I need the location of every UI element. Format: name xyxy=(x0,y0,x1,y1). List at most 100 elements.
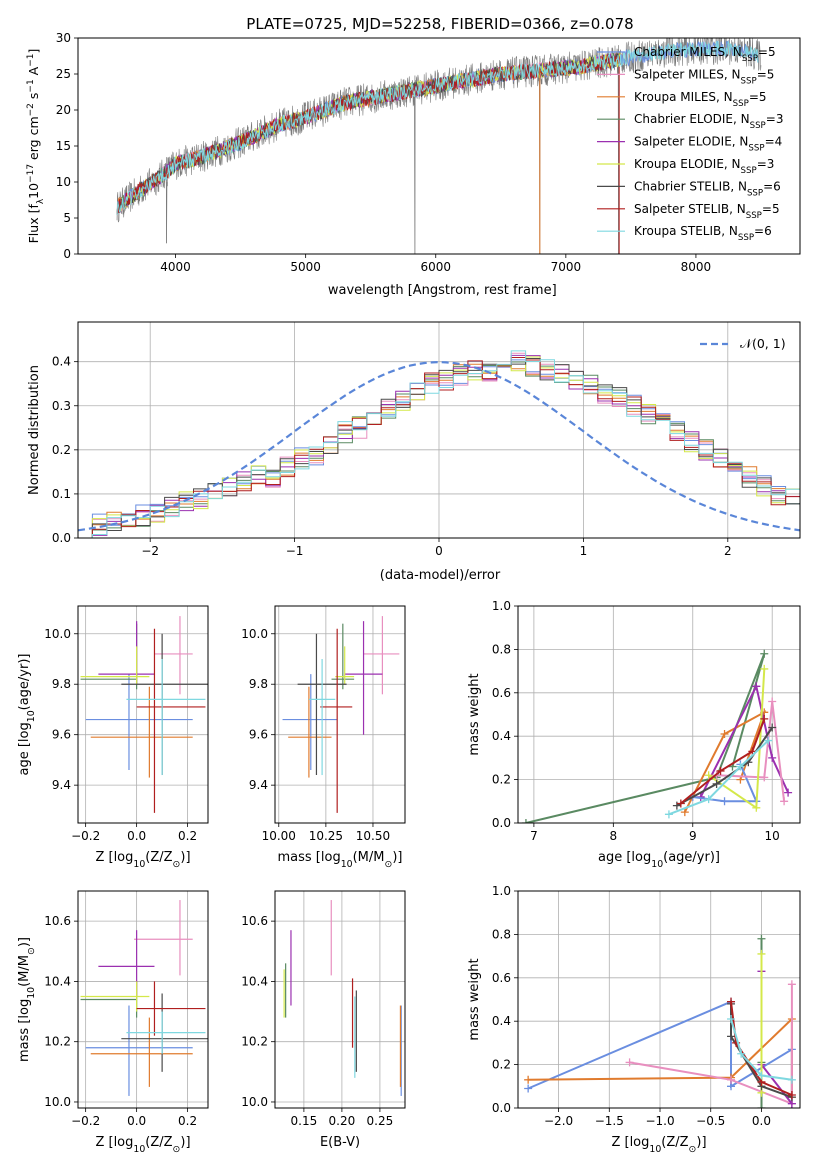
point-chabrier_miles xyxy=(282,674,338,771)
y-tick-label: 10.4 xyxy=(44,974,71,988)
legend-entry: Kroupa ELODIE, NSSP=3 xyxy=(634,157,774,176)
spectrum-axes-plot-area xyxy=(116,38,762,254)
age-z-axes xyxy=(78,606,208,823)
weight-marker xyxy=(752,682,761,691)
spectrum-legend: Chabrier MILES, NSSP=5 Salpeter MILES, NS… xyxy=(597,45,783,243)
legend-entry: Kroupa MILES, NSSP=5 xyxy=(634,90,767,109)
y-tick-label: 0.4 xyxy=(492,1014,511,1028)
point-kroupa_stelib xyxy=(308,658,336,776)
y-tick-label: 0.0 xyxy=(492,816,511,830)
y-tick-label: 0.2 xyxy=(52,443,71,457)
x-tick-label: −1.5 xyxy=(595,1114,624,1128)
weight-marker xyxy=(760,649,769,658)
x-tick-label: 10.50 xyxy=(356,829,390,843)
x-tick-label: 10 xyxy=(765,829,780,843)
point-salpeter_miles xyxy=(154,616,193,695)
point-kroupa_elodie xyxy=(335,646,355,685)
weight-z-axes xyxy=(518,890,800,1109)
weight-marker xyxy=(757,1104,766,1108)
weight-line xyxy=(525,653,766,823)
x-tick-label: 7000 xyxy=(551,260,582,274)
legend-entry: Salpeter STELIB, NSSP=5 xyxy=(634,202,780,221)
mass-ebv-axes-frame xyxy=(274,890,406,1109)
age-mass-axes-frame xyxy=(274,605,406,824)
weight-marker xyxy=(680,808,689,817)
point-kroupa_stelib xyxy=(126,1011,206,1054)
weight-marker xyxy=(768,753,777,762)
spectrum-axes-frame xyxy=(77,37,801,255)
weight-series-kroupa_stelib xyxy=(727,1015,796,1084)
y-tick-label: 10.4 xyxy=(241,974,268,988)
x-axis-label: age [log10(age/yr)] xyxy=(598,850,720,870)
y-tick-label: 0 xyxy=(63,247,71,261)
weight-marker xyxy=(521,819,530,823)
weight-marker xyxy=(736,762,745,771)
x-tick-label: 10.25 xyxy=(309,829,343,843)
x-axis-label: mass [log10(M/M⊙)] xyxy=(278,850,403,870)
weight-marker xyxy=(727,1015,736,1024)
y-tick-label: 1.0 xyxy=(492,599,511,613)
age-mass-axes-plot-area xyxy=(282,616,400,813)
point-salpeter_elodie xyxy=(98,930,155,997)
point-kroupa_elodie xyxy=(80,981,150,1012)
weight-marker xyxy=(737,1049,746,1058)
weight-age-axes-ticks: 7 8 9 10 0.0 0.2 0.4 0.6 0.8 1.0 xyxy=(492,599,780,843)
point-kroupa_elodie xyxy=(80,646,150,685)
x-tick-label: 0 xyxy=(435,544,443,558)
y-tick-label: 0.0 xyxy=(492,1101,511,1115)
y-axis-label: Flux [fλ10−17 erg cm−2 s−1 A−1] xyxy=(26,49,46,244)
point-chabrier_elodie xyxy=(80,981,138,1018)
weight-marker xyxy=(780,797,789,806)
spectrum-axes-ticks: 4000 5000 6000 7000 8000 0 5 10 15 20 25 30 xyxy=(56,31,711,274)
x-axis-label: E(B-V) xyxy=(320,1135,360,1150)
y-tick-label: 10.2 xyxy=(44,1035,71,1049)
y-tick-label: 0.2 xyxy=(492,773,511,787)
y-tick-label: 9.4 xyxy=(52,778,71,792)
x-tick-label: 0.25 xyxy=(367,1114,394,1128)
x-tick-label: 4000 xyxy=(160,260,191,274)
y-tick-label: 5 xyxy=(63,211,71,225)
weight-marker xyxy=(760,664,769,673)
residual-axes xyxy=(78,322,800,539)
x-tick-label: −0.2 xyxy=(71,829,100,843)
point-salpeter_stelib xyxy=(136,981,206,1036)
x-axis-label: Z [log10(Z/Z⊙)] xyxy=(95,1135,190,1155)
x-tick-label: 8000 xyxy=(681,260,712,274)
legend-entry: Chabrier ELODIE, NSSP=3 xyxy=(634,112,783,131)
y-tick-label: 0.0 xyxy=(52,531,71,545)
point-salpeter_miles xyxy=(363,616,400,695)
x-tick-label: 0.2 xyxy=(178,1114,197,1128)
x-tick-label: 0.15 xyxy=(291,1114,318,1128)
x-tick-label: −0.2 xyxy=(71,1114,100,1128)
point-salpeter_miles xyxy=(134,900,193,976)
weight-series-kroupa_elodie xyxy=(704,664,769,812)
x-axis-label: wavelength [Angstrom, rest frame] xyxy=(328,283,557,298)
y-tick-label: 0.4 xyxy=(52,355,71,369)
point-salpeter_elodie xyxy=(98,621,155,685)
weight-marker xyxy=(760,773,769,782)
point-kroupa_miles xyxy=(90,686,193,778)
mass-z-axes-ticks: −0.2 0.0 0.2 10.0 10.2 10.4 10.6 xyxy=(44,914,197,1128)
age-z-axes-frame xyxy=(77,605,209,824)
mass-z-axes-plot-area xyxy=(80,900,208,1096)
x-tick-label: 0.0 xyxy=(127,1114,146,1128)
mass-z-axes-frame xyxy=(77,890,209,1109)
x-tick-label: −2.0 xyxy=(544,1114,573,1128)
x-tick-label: 9 xyxy=(689,829,697,843)
y-axis-label: age [log10(age/yr)] xyxy=(17,654,37,776)
weight-marker xyxy=(760,714,769,723)
weight-series-kroupa_stelib xyxy=(664,736,773,819)
weight-line xyxy=(676,726,774,807)
y-tick-label: 0.6 xyxy=(492,971,511,985)
y-tick-label: 25 xyxy=(56,67,71,81)
weight-marker xyxy=(720,730,729,739)
x-tick-label: 6000 xyxy=(420,260,451,274)
y-tick-label: 10.6 xyxy=(44,914,71,928)
point-chabrier_stelib xyxy=(121,633,208,776)
model-spectrum-kroupa_stelib xyxy=(116,40,759,216)
residual-axes-frame xyxy=(77,321,801,539)
weight-age-axes xyxy=(518,605,800,824)
y-tick-label: 0.2 xyxy=(492,1058,511,1072)
weight-z-axes-plot-area xyxy=(524,934,796,1108)
x-tick-label: 8 xyxy=(610,829,618,843)
